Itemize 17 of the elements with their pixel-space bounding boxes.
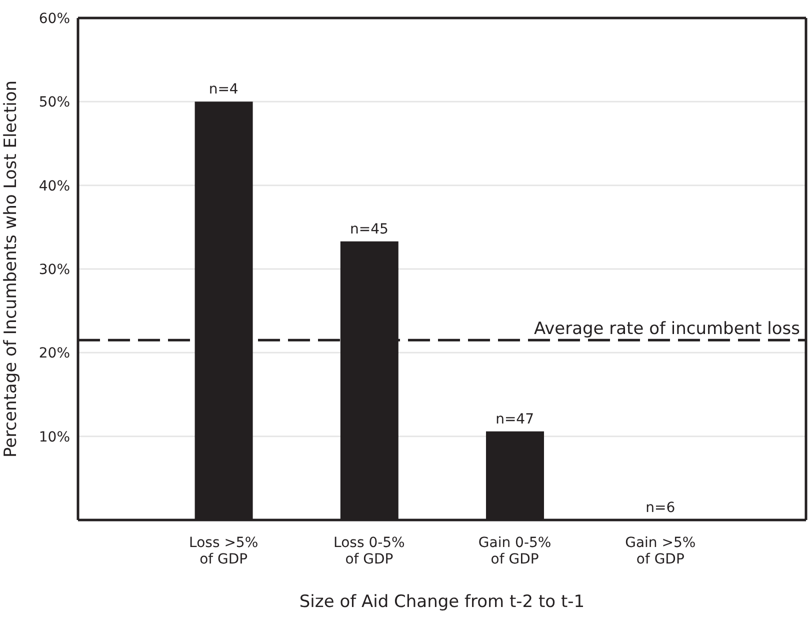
- y-tick-label: 30%: [38, 262, 70, 278]
- annotation: n=6: [646, 500, 676, 516]
- ref-line-label: Average rate of incumbent loss: [534, 319, 800, 340]
- x-tick-label: Gain 0-5% of GDP: [478, 535, 552, 568]
- x-tick-label: Loss >5% of GDP: [189, 535, 258, 568]
- annotation: n=45: [350, 221, 388, 238]
- y-tick-label: 60%: [38, 10, 70, 27]
- x-tick-label: Gain >5% of GDP: [625, 535, 696, 568]
- x-axis-title: Size of Aid Change from t-2 to t-1: [299, 592, 585, 612]
- x-tick-label: Loss 0-5% of GDP: [334, 535, 405, 568]
- y-tick-label: 20%: [38, 346, 70, 362]
- annotation: n=4: [208, 82, 238, 98]
- y-axis-title: Percentage of Incumbents who Lost Election: [1, 80, 22, 458]
- y-tick-label: 10%: [38, 429, 70, 446]
- annotation: n=47: [496, 411, 534, 428]
- y-tick-label: 50%: [38, 94, 70, 111]
- y-tick-label: 40%: [38, 178, 70, 194]
